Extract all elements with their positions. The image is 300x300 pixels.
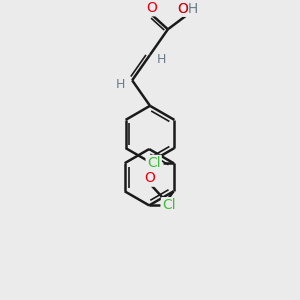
Text: H: H [157, 53, 166, 66]
Text: O: O [177, 2, 188, 16]
Text: Cl: Cl [162, 198, 176, 212]
Text: OH: OH [177, 2, 199, 16]
Text: O: O [145, 172, 155, 185]
Text: Cl: Cl [147, 156, 160, 170]
Text: O: O [146, 1, 157, 15]
Text: H: H [116, 78, 126, 91]
